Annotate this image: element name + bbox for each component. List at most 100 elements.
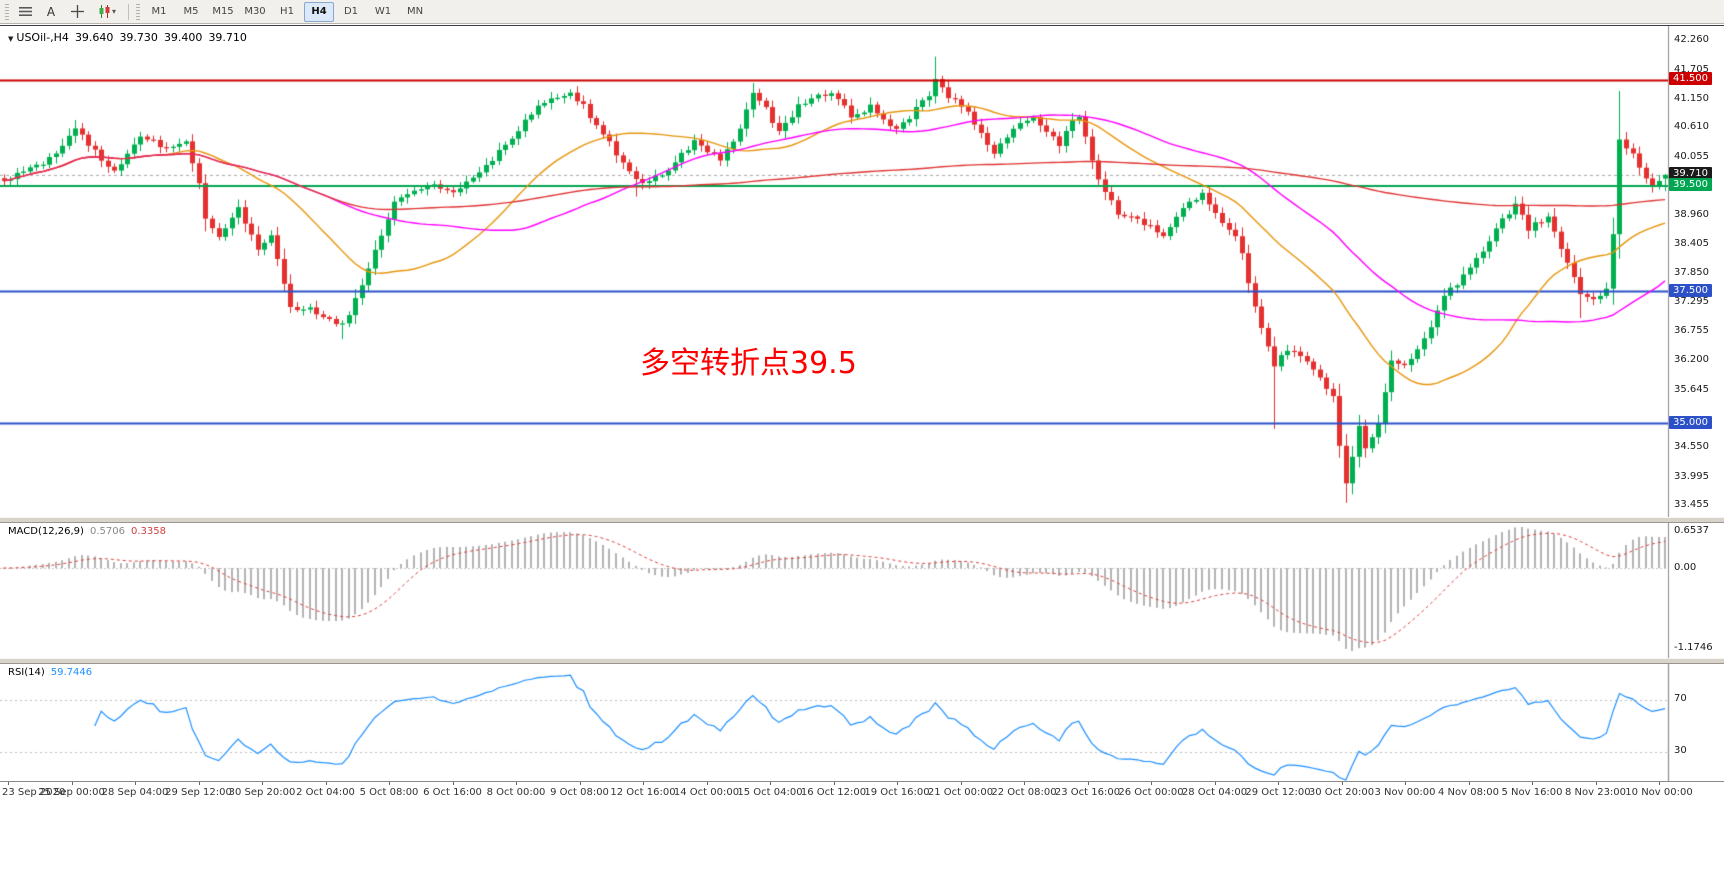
- rsi-panel: RSI(14) 59.7446 70 30: [0, 664, 1724, 781]
- time-axis-label: 23 Oct 16:00: [1054, 787, 1121, 798]
- time-axis-tick: [833, 782, 835, 785]
- time-axis-label: 5 Nov 16:00: [1501, 787, 1563, 798]
- time-axis-label: 2 Oct 04:00: [296, 787, 355, 798]
- ohlc-high: 39.730: [119, 31, 158, 44]
- time-axis-label: 3 Nov 00:00: [1374, 787, 1436, 798]
- time-axis-tick: [1151, 782, 1152, 785]
- timeframe-button-h1[interactable]: H1: [280, 5, 294, 17]
- timeframe-toolbar-grip[interactable]: [136, 3, 140, 20]
- timeframe-button-h4[interactable]: H4: [304, 1, 334, 22]
- time-axis-tick: [897, 782, 898, 785]
- time-axis-tick: [389, 782, 390, 785]
- time-axis-label: 19 Oct 16:00: [864, 787, 930, 798]
- time-axis-label: 25 Sep 00:00: [38, 787, 105, 798]
- chart-dropdown-icon: ▼: [8, 35, 14, 43]
- rsi-value: 59.7446: [50, 667, 93, 678]
- ohlc-low: 39.400: [163, 31, 203, 44]
- time-axis-tick: [135, 782, 136, 785]
- time-axis-tick: [1341, 782, 1343, 785]
- toolbar-separator: [128, 3, 129, 20]
- timeframe-button-d1[interactable]: D1: [343, 5, 359, 17]
- time-axis-label: 28 Sep 04:00: [101, 787, 169, 798]
- timeframe-button-m30[interactable]: M30: [244, 5, 266, 17]
- toolbar: A ▾ M1 M5 M15 M30 H1 H4 D1 W1 MN: [0, 0, 1724, 24]
- time-axis-label: 28 Oct 04:00: [1181, 787, 1248, 798]
- macd-label: MACD(12,26,9): [8, 526, 84, 537]
- symbol-timeframe-label: USOil-,H4: [16, 31, 69, 44]
- time-axis-label: 8 Nov 23:00: [1564, 787, 1627, 798]
- toolbar-grip[interactable]: [5, 3, 9, 20]
- price-chart-canvas[interactable]: [0, 26, 1724, 518]
- time-axis-tick: [1087, 782, 1089, 785]
- time-axis-tick: [71, 782, 73, 785]
- time-axis-label: 30 Oct 20:00: [1308, 787, 1375, 798]
- time-axis-tick: [706, 782, 708, 785]
- time-axis: 23 Sep 2020 25 Sep 00:00 28 Sep 04:00 29 Se…: [0, 781, 1724, 804]
- time-axis-label: 6 Oct 16:00: [423, 787, 482, 798]
- time-axis-tick: [262, 782, 263, 785]
- timeframe-button-mn[interactable]: MN: [406, 5, 424, 17]
- ohlc-close: 39.710: [208, 31, 247, 44]
- menu-icon: [18, 7, 32, 16]
- chart-properties-button[interactable]: [12, 1, 38, 23]
- time-axis-tick: [1214, 782, 1216, 785]
- time-axis-tick: [1468, 782, 1470, 785]
- time-axis-tick: [516, 782, 517, 785]
- time-axis-tick: [579, 782, 581, 785]
- time-axis-label: 16 Oct 12:00: [800, 787, 867, 798]
- time-axis-label: 9 Oct 08:00: [550, 787, 609, 798]
- time-axis-tick: [1659, 782, 1660, 785]
- time-axis-label: 26 Oct 00:00: [1118, 787, 1184, 798]
- chart-annotation-text[interactable]: 多空转折点39.5: [640, 346, 857, 381]
- chevron-down-icon: ▾: [111, 7, 116, 16]
- time-axis-label: 21 Oct 00:00: [927, 787, 994, 798]
- time-axis-tick: [452, 782, 454, 785]
- macd-signal-value: 0.3358: [130, 526, 166, 537]
- rsi-canvas[interactable]: [0, 664, 1724, 781]
- time-axis-tick: [643, 782, 644, 785]
- crosshair-tool-button[interactable]: [64, 1, 90, 23]
- time-axis-label: 29 Sep 12:00: [165, 787, 232, 798]
- time-axis-label: 4 Nov 08:00: [1437, 787, 1500, 798]
- time-axis-tick: [960, 782, 962, 785]
- time-axis-label: 12 Oct 16:00: [610, 787, 676, 798]
- macd-panel: MACD(12,26,9) 0.5706 0.3358 0.6537 0.00 -1.1…: [0, 523, 1724, 658]
- time-axis-tick: [325, 782, 327, 785]
- timeframe-button-m1[interactable]: M1: [151, 5, 167, 17]
- time-axis-label: 30 Sep 20:00: [228, 787, 296, 798]
- timeframe-button-m15[interactable]: M15: [212, 5, 234, 17]
- macd-main-value: 0.5706: [89, 526, 125, 537]
- time-axis-tick: [198, 782, 200, 785]
- price-chart-panel: ▼ USOil-,H4 39.640 39.730 39.400 39.710 多空转折点…: [0, 25, 1724, 518]
- time-axis-label: 15 Oct 04:00: [737, 787, 803, 798]
- macd-canvas[interactable]: [0, 523, 1724, 658]
- time-axis-tick: [1278, 782, 1279, 785]
- time-axis-tick: [1024, 782, 1025, 785]
- time-axis-label: 10 Nov 00:00: [1625, 787, 1693, 798]
- time-axis-label: 14 Oct 00:00: [673, 787, 740, 798]
- macd-title: MACD(12,26,9) 0.5706 0.3358: [8, 526, 172, 537]
- ohlc-open: 39.640: [74, 31, 114, 44]
- time-axis-label: 8 Oct 00:00: [486, 787, 546, 798]
- timeframe-button-w1[interactable]: W1: [374, 5, 392, 17]
- chart-title: ▼ USOil-,H4 39.640 39.730 39.400 39.710: [8, 31, 253, 44]
- text-tool-button[interactable]: A: [46, 4, 56, 19]
- timeframe-button-m5[interactable]: M5: [183, 5, 199, 17]
- time-axis-tick: [1405, 782, 1406, 785]
- time-axis-label: 29 Oct 12:00: [1245, 787, 1311, 798]
- time-axis-tick: [770, 782, 771, 785]
- time-axis-label: 22 Oct 08:00: [991, 787, 1057, 798]
- time-axis-label: 5 Oct 08:00: [359, 787, 419, 798]
- panel-splitter[interactable]: [0, 517, 1724, 523]
- rsi-title: RSI(14) 59.7446: [8, 667, 98, 678]
- chart-type-button[interactable]: ▾: [90, 1, 124, 23]
- time-axis-tick: [1595, 782, 1597, 785]
- time-axis-tick: [8, 782, 9, 785]
- time-axis-tick: [1532, 782, 1533, 785]
- time-axis-label: 23 Sep 2020: [2, 787, 66, 798]
- candlestick-chart-icon: [99, 5, 110, 18]
- panel-splitter[interactable]: [0, 658, 1724, 664]
- crosshair-icon: [70, 5, 84, 18]
- rsi-label: RSI(14): [8, 667, 45, 678]
